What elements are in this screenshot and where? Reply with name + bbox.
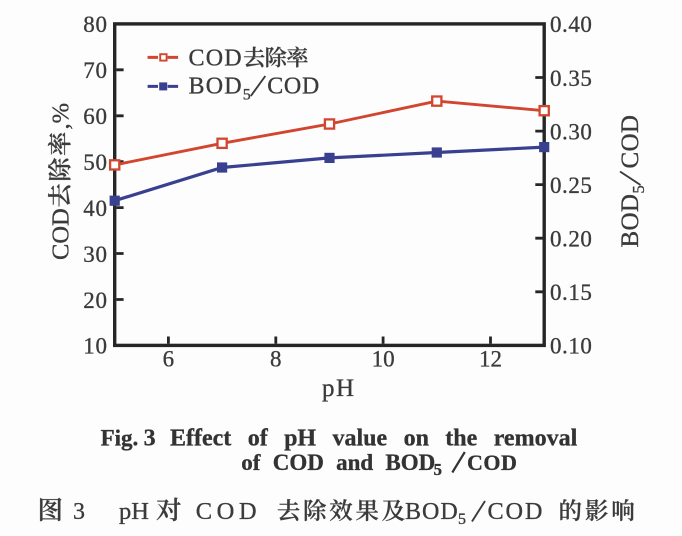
svg-text:0.30: 0.30 — [550, 119, 592, 144]
svg-text:COD: COD — [467, 450, 517, 475]
svg-text:0.40: 0.40 — [550, 12, 592, 37]
svg-text:5: 5 — [629, 185, 648, 193]
svg-text:pH: pH — [322, 375, 356, 402]
svg-text:20: 20 — [83, 288, 108, 313]
svg-text:COD: COD — [189, 46, 243, 72]
svg-text:of COD and BOD: of COD and BOD — [241, 450, 435, 475]
svg-text:6: 6 — [163, 347, 175, 372]
svg-text:0.15: 0.15 — [550, 280, 592, 305]
svg-text:3: 3 — [144, 426, 156, 452]
svg-text:30: 30 — [83, 242, 108, 267]
svg-text:COD: COD — [48, 208, 75, 260]
svg-text:BOD: BOD — [617, 194, 644, 248]
svg-text:5: 5 — [458, 511, 466, 528]
svg-text:40: 40 — [83, 196, 108, 221]
svg-text:COD: COD — [196, 498, 261, 525]
svg-text:5: 5 — [243, 87, 251, 104]
svg-text:3: 3 — [73, 499, 85, 525]
svg-text:pH: pH — [119, 498, 149, 525]
svg-text:70: 70 — [83, 58, 108, 83]
svg-text:COD: COD — [488, 498, 545, 525]
svg-text:COD: COD — [617, 115, 644, 169]
svg-text:BOD: BOD — [189, 74, 243, 100]
svg-text:COD: COD — [267, 74, 319, 100]
svg-text:0.35: 0.35 — [550, 66, 592, 91]
svg-text:Fig.: Fig. — [101, 426, 139, 451]
svg-text:,%: ,% — [48, 103, 75, 130]
svg-text:50: 50 — [83, 150, 108, 175]
svg-text:0.25: 0.25 — [550, 173, 592, 198]
svg-text:12: 12 — [479, 347, 502, 372]
svg-text:80: 80 — [83, 12, 108, 37]
svg-text:0.10: 0.10 — [550, 334, 592, 359]
svg-text:60: 60 — [83, 104, 108, 129]
svg-text:BOD: BOD — [405, 499, 459, 525]
svg-text:8: 8 — [270, 347, 282, 372]
svg-text:5: 5 — [434, 460, 443, 479]
svg-text:0.20: 0.20 — [550, 227, 592, 252]
svg-text:10: 10 — [372, 347, 395, 372]
svg-text:10: 10 — [83, 334, 108, 359]
svg-text:Effect of pH value on the remo: Effect of pH value on the removal — [170, 426, 578, 452]
